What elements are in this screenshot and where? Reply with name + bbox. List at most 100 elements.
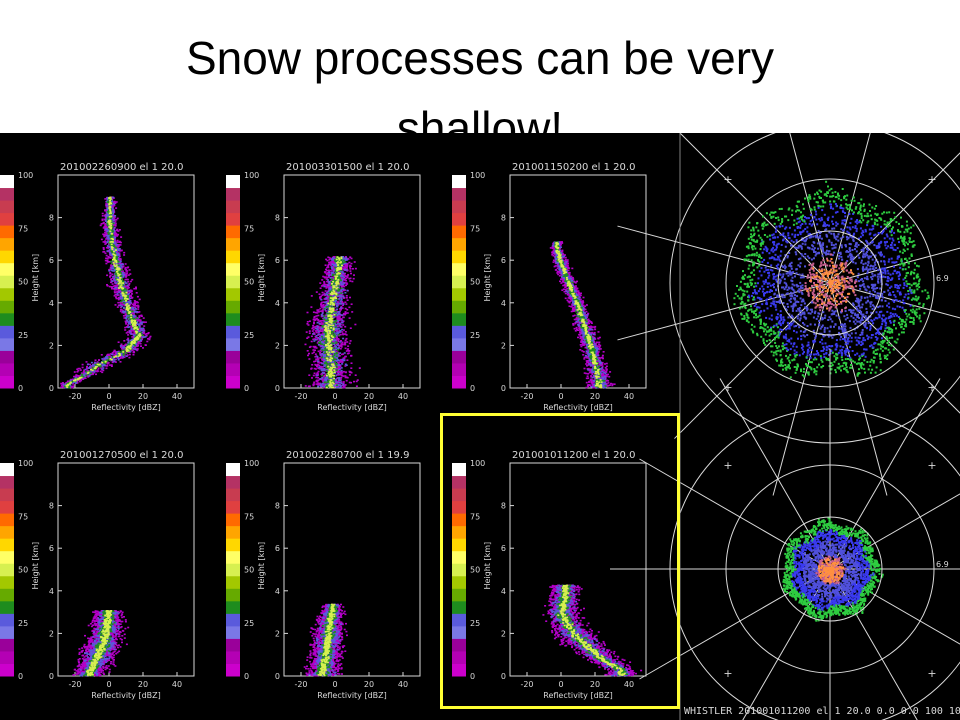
colorbar-segment bbox=[0, 488, 14, 502]
x-tick-label: 0 bbox=[558, 680, 563, 689]
cfad-density bbox=[542, 584, 643, 677]
x-tick-label: -20 bbox=[68, 680, 81, 689]
y-tick-label: 4 bbox=[275, 299, 280, 308]
colorbar-segment bbox=[452, 550, 466, 564]
colorbar-segment bbox=[226, 575, 240, 589]
colorbar-segment bbox=[452, 563, 466, 577]
colorbar-segment bbox=[452, 287, 466, 301]
colorbar-tick-label: 100 bbox=[18, 459, 33, 468]
colorbar-segment bbox=[226, 600, 240, 614]
cfad-density bbox=[72, 610, 130, 677]
colorbar-segment bbox=[452, 187, 466, 201]
azimuth-spoke bbox=[719, 378, 831, 570]
colorbar-segment bbox=[0, 262, 14, 276]
colorbar-tick-label: 0 bbox=[244, 672, 249, 681]
ppi-frame bbox=[679, 133, 681, 720]
colorbar-tick-label: 75 bbox=[470, 224, 480, 233]
x-tick-label: 40 bbox=[398, 680, 408, 689]
azimuth-spoke bbox=[617, 282, 831, 341]
y-tick-label: 0 bbox=[275, 384, 280, 393]
colorbar-segment bbox=[226, 250, 240, 264]
colorbar-segment bbox=[0, 625, 14, 639]
cfad-density bbox=[304, 256, 361, 389]
colorbar-tick-label: 0 bbox=[470, 672, 475, 681]
y-axis-label: Height [km] bbox=[31, 254, 40, 302]
colorbar-tick-label: 100 bbox=[470, 171, 485, 180]
chart-title: 201001270500 el 1 20.0 bbox=[60, 450, 183, 461]
colorbar-segment bbox=[0, 237, 14, 251]
cfad-chart: 201001011200 el 1 20.0 0 25 50 75 100 Height [… bbox=[452, 450, 647, 700]
y-tick-label: 6 bbox=[49, 544, 54, 553]
colorbar-tick-label: 50 bbox=[18, 566, 28, 575]
colorbar-segment bbox=[226, 475, 240, 489]
colorbar-segment bbox=[0, 337, 14, 351]
colorbar-segment bbox=[226, 200, 240, 214]
colorbar-segment bbox=[452, 525, 466, 539]
range-label: 6.9 bbox=[936, 274, 949, 283]
colorbar-segment bbox=[452, 350, 466, 364]
colorbar-segment bbox=[0, 275, 14, 289]
chart-title: 201001150200 el 1 20.0 bbox=[512, 162, 635, 173]
grid-marker: + bbox=[723, 381, 732, 394]
colorbar-segment bbox=[226, 525, 240, 539]
colorbar-tick-label: 25 bbox=[470, 331, 480, 340]
y-tick-label: 4 bbox=[501, 587, 506, 596]
x-tick-label: 20 bbox=[590, 392, 600, 401]
colorbar-segment bbox=[226, 262, 240, 276]
y-tick-label: 4 bbox=[49, 587, 54, 596]
plot-frame bbox=[57, 462, 195, 677]
y-tick-label: 6 bbox=[49, 256, 54, 265]
x-tick-label: -20 bbox=[520, 680, 533, 689]
colorbar-tick-label: 75 bbox=[244, 512, 254, 521]
x-axis-label: Reflectivity [dBZ] bbox=[317, 691, 387, 700]
y-tick-label: 8 bbox=[49, 502, 54, 511]
y-tick-label: 0 bbox=[49, 672, 54, 681]
colorbar-segment bbox=[226, 513, 240, 527]
y-tick-label: 4 bbox=[501, 299, 506, 308]
y-axis-label: Height [km] bbox=[257, 542, 266, 590]
range-ring bbox=[777, 516, 883, 622]
grid-marker: + bbox=[927, 459, 936, 472]
cfad-chart: 201002260900 el 1 20.0 0 25 50 75 100 Height [… bbox=[0, 162, 195, 412]
x-axis-label: Reflectivity [dBZ] bbox=[543, 403, 613, 412]
azimuth-spoke bbox=[674, 282, 831, 439]
colorbar-segment bbox=[226, 312, 240, 326]
colorbar-segment bbox=[452, 613, 466, 627]
footer-label: WHISTLER 201001011200 el 1 20.0 0.0 0.0 … bbox=[684, 706, 960, 717]
y-tick-label: 2 bbox=[49, 341, 54, 350]
colorbar-segment bbox=[0, 312, 14, 326]
colorbar-tick-label: 25 bbox=[244, 619, 254, 628]
x-axis-label: Reflectivity [dBZ] bbox=[543, 691, 613, 700]
colorbar-segment bbox=[226, 488, 240, 502]
y-tick-label: 4 bbox=[275, 587, 280, 596]
x-tick-label: 40 bbox=[624, 392, 634, 401]
colorbar-segment bbox=[452, 325, 466, 339]
x-tick-label: 0 bbox=[106, 392, 111, 401]
colorbar-tick-label: 25 bbox=[18, 331, 28, 340]
y-tick-label: 2 bbox=[501, 629, 506, 638]
chart-title: 201001011200 el 1 20.0 bbox=[512, 450, 635, 461]
colorbar-segment bbox=[452, 225, 466, 239]
colorbar-segment bbox=[452, 212, 466, 226]
colorbar-tick-label: 25 bbox=[18, 619, 28, 628]
echo-field bbox=[782, 517, 884, 622]
colorbar-segment bbox=[452, 337, 466, 351]
colorbar-segment bbox=[226, 550, 240, 564]
colorbar-segment bbox=[226, 500, 240, 514]
colorbar-tick-label: 100 bbox=[18, 171, 33, 180]
azimuth-spoke bbox=[829, 247, 960, 284]
colorbar-segment bbox=[452, 300, 466, 314]
colorbar-segment bbox=[0, 463, 14, 477]
y-axis-label: Height [km] bbox=[31, 542, 40, 590]
colorbar-tick-label: 100 bbox=[244, 459, 259, 468]
colorbar-segment bbox=[226, 375, 240, 389]
colorbar-segment bbox=[0, 600, 14, 614]
y-tick-label: 8 bbox=[275, 214, 280, 223]
x-tick-label: 0 bbox=[332, 392, 337, 401]
colorbar-segment bbox=[226, 538, 240, 552]
grid-marker: + bbox=[723, 173, 732, 186]
x-tick-label: 20 bbox=[138, 680, 148, 689]
colorbar-segment bbox=[0, 588, 14, 602]
colorbar-segment bbox=[0, 475, 14, 489]
colorbar-segment bbox=[452, 475, 466, 489]
